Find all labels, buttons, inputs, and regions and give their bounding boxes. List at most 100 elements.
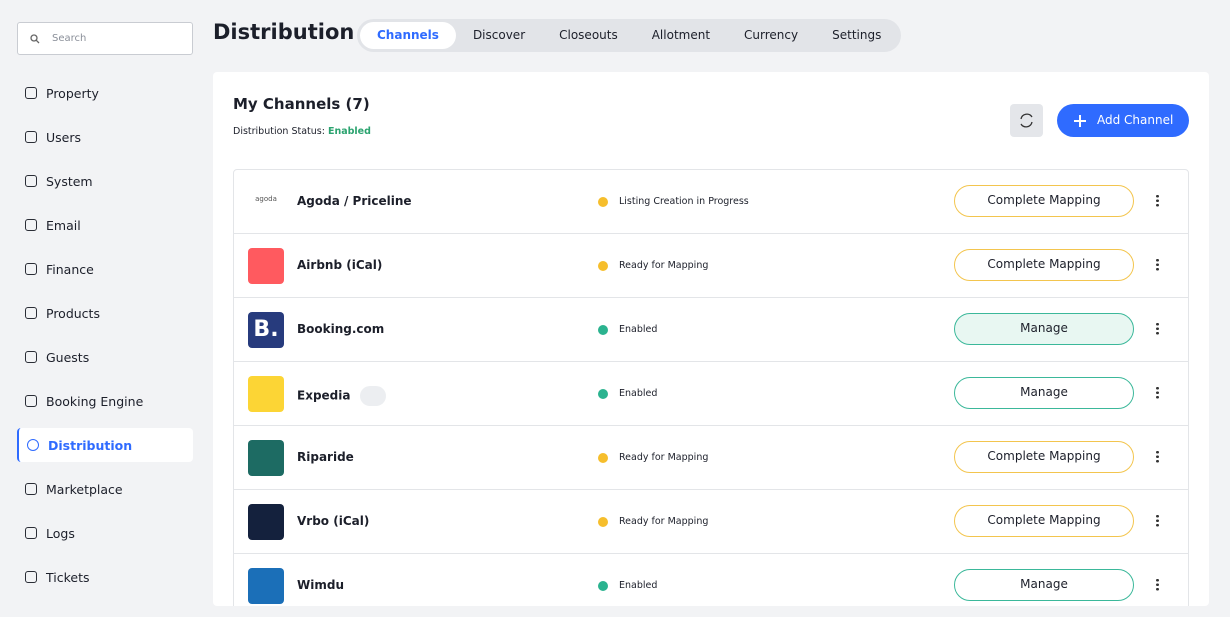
- tab[interactable]: Currency: [744, 28, 799, 42]
- nav-item[interactable]: Logs: [17, 516, 193, 550]
- channel-name: Agoda / Priceline: [297, 194, 412, 208]
- more-menu[interactable]: [1156, 514, 1159, 527]
- tab[interactable]: Discover: [472, 28, 526, 42]
- channel-action-button[interactable]: Complete Mapping: [954, 505, 1134, 537]
- nav-label: Products: [46, 305, 100, 321]
- status-dot: [598, 581, 608, 591]
- status-dot: [598, 453, 608, 463]
- channel-action-button[interactable]: Manage: [954, 313, 1134, 345]
- channel-logo: B.: [248, 312, 284, 348]
- nav-item[interactable]: Finance: [17, 252, 193, 286]
- tab[interactable]: Closeouts: [559, 28, 618, 42]
- nav-item[interactable]: Booking Engine: [17, 384, 193, 418]
- nav-item[interactable]: Distribution: [17, 428, 193, 462]
- channel-name-text: Booking.com: [297, 322, 385, 336]
- tabs: Channels Discover Closeouts Allotment Curren…: [357, 19, 902, 52]
- nav-label: Marketplace: [46, 481, 123, 497]
- channel-name-text: Riparide: [297, 450, 354, 464]
- more-menu[interactable]: [1156, 386, 1159, 399]
- channel-name: Booking.com: [297, 322, 384, 336]
- tab[interactable]: Settings: [832, 28, 882, 42]
- more-menu[interactable]: [1156, 578, 1159, 591]
- channel-name-text: Vrbo (iCal): [297, 514, 370, 528]
- nav-label: Property: [46, 85, 99, 101]
- search-icon: [30, 34, 40, 44]
- channel-name-text: Agoda / Priceline: [297, 194, 412, 208]
- nav-label: Distribution: [48, 437, 133, 453]
- channel-logo: [248, 568, 284, 604]
- search-box[interactable]: Search: [17, 22, 193, 55]
- nav-item[interactable]: Guests: [17, 340, 193, 374]
- channel-row: B. Booking.com Enabled Manage: [234, 298, 1188, 362]
- tab[interactable]: Allotment: [651, 28, 711, 42]
- distribution-status: Distribution Status: Enabled: [233, 126, 371, 137]
- add-channel-button[interactable]: Add Channel: [1057, 104, 1189, 137]
- nav-item[interactable]: Marketplace: [17, 472, 193, 506]
- channel-name: Vrbo (iCal): [297, 514, 369, 528]
- nav-item[interactable]: Email: [17, 208, 193, 242]
- channel-name-text: Airbnb (iCal): [297, 258, 383, 272]
- channel-status: Enabled: [619, 324, 658, 335]
- nav-label: System: [46, 173, 93, 189]
- page-title: Distribution: [213, 20, 355, 44]
- channel-logo: [248, 376, 284, 412]
- nav-icon: [27, 439, 39, 451]
- channel-row: Riparide Ready for Mapping Complete Mappin…: [234, 426, 1188, 490]
- nav-item[interactable]: Users: [17, 120, 193, 154]
- channel-logo: agoda: [248, 184, 284, 220]
- nav-label: Finance: [46, 261, 94, 277]
- nav-item[interactable]: Products: [17, 296, 193, 330]
- channel-action-button[interactable]: Manage: [954, 377, 1134, 409]
- channel-row: Wimdu Enabled Manage: [234, 554, 1188, 606]
- status-dot: [598, 197, 608, 207]
- nav-icon: [25, 527, 37, 539]
- status-dot: [598, 325, 608, 335]
- tab[interactable]: Channels: [360, 22, 456, 49]
- status-dot: [598, 517, 608, 527]
- channel-list: agoda Agoda / Priceline Listing Creation i…: [233, 169, 1189, 606]
- channel-status: Ready for Mapping: [619, 452, 709, 463]
- channel-action-button[interactable]: Complete Mapping: [954, 185, 1134, 217]
- channel-row: agoda Agoda / Priceline Listing Creation i…: [234, 170, 1188, 234]
- channel-logo: [248, 504, 284, 540]
- channel-row: Expedia Enabled Manage: [234, 362, 1188, 426]
- nav-icon: [25, 571, 37, 583]
- nav-icon: [25, 131, 37, 143]
- channel-action-button[interactable]: Complete Mapping: [954, 441, 1134, 473]
- shared-badge: [360, 386, 387, 406]
- channel-status: Ready for Mapping: [619, 260, 709, 271]
- nav-label: Booking Engine: [46, 393, 144, 409]
- more-menu[interactable]: [1156, 258, 1159, 271]
- nav-item[interactable]: System: [17, 164, 193, 198]
- channel-name-text: Expedia: [297, 388, 351, 403]
- nav-icon: [25, 263, 37, 275]
- nav-label: Logs: [46, 525, 75, 541]
- channel-action-button[interactable]: Complete Mapping: [954, 249, 1134, 281]
- channel-action-button[interactable]: Manage: [954, 569, 1134, 601]
- more-menu[interactable]: [1156, 450, 1159, 463]
- status-value: Enabled: [327, 126, 371, 137]
- channel-row: Airbnb (iCal) Ready for Mapping Complete M…: [234, 234, 1188, 298]
- nav-icon: [25, 175, 37, 187]
- channel-name-text: Wimdu: [297, 578, 344, 592]
- status-label: Distribution Status:: [233, 126, 325, 137]
- card-title: My Channels (7): [233, 95, 370, 113]
- nav-icon: [25, 219, 37, 231]
- channel-name: Airbnb (iCal): [297, 258, 382, 272]
- channels-card: My Channels (7) Distribution Status: Ena…: [213, 72, 1209, 606]
- more-menu[interactable]: [1156, 322, 1159, 335]
- nav-item[interactable]: Property: [17, 76, 193, 110]
- sidebar-nav: Property Users System Email Finance Products G…: [17, 76, 193, 604]
- nav-icon: [25, 87, 37, 99]
- nav-item[interactable]: Tickets: [17, 560, 193, 594]
- refresh-icon: [1020, 113, 1033, 128]
- refresh-button[interactable]: [1010, 104, 1043, 137]
- nav-icon: [25, 395, 37, 407]
- nav-icon: [25, 483, 37, 495]
- status-dot: [598, 261, 608, 271]
- nav-icon: [25, 307, 37, 319]
- more-menu[interactable]: [1156, 194, 1159, 207]
- status-dot: [598, 389, 608, 399]
- channel-status: Listing Creation in Progress: [619, 196, 749, 207]
- channel-name: Riparide: [297, 450, 354, 464]
